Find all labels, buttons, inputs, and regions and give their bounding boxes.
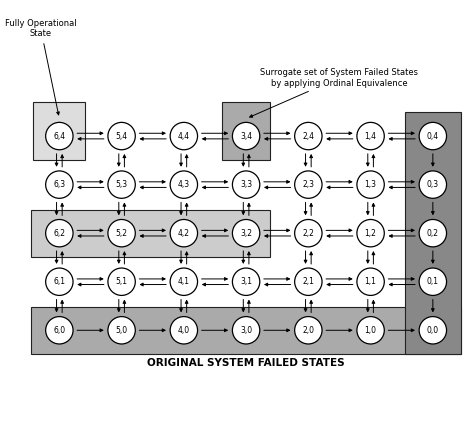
Circle shape [295, 171, 322, 198]
Text: 4,2: 4,2 [178, 229, 190, 238]
Circle shape [46, 268, 73, 296]
Circle shape [46, 171, 73, 198]
Circle shape [170, 268, 198, 296]
Circle shape [232, 317, 260, 344]
Circle shape [46, 317, 73, 344]
Text: 1,1: 1,1 [365, 277, 376, 286]
Circle shape [108, 268, 135, 296]
Circle shape [357, 122, 384, 150]
Text: 1,0: 1,0 [365, 326, 377, 335]
Text: 0,4: 0,4 [427, 132, 439, 141]
Circle shape [357, 317, 384, 344]
Text: 0,2: 0,2 [427, 229, 439, 238]
Text: 2,0: 2,0 [302, 326, 314, 335]
Text: 2,1: 2,1 [302, 277, 314, 286]
Text: 0,3: 0,3 [427, 180, 439, 189]
Text: Fully Operational
State: Fully Operational State [5, 19, 76, 115]
Text: 0,1: 0,1 [427, 277, 439, 286]
Text: 1,2: 1,2 [365, 229, 376, 238]
Bar [222, 103, 270, 160]
Circle shape [108, 122, 135, 150]
Circle shape [46, 122, 73, 150]
Circle shape [232, 220, 260, 247]
Circle shape [108, 171, 135, 198]
Text: 6,2: 6,2 [54, 229, 65, 238]
Text: 3,2: 3,2 [240, 229, 252, 238]
Text: 4,4: 4,4 [178, 132, 190, 141]
Bar [31, 209, 270, 257]
Text: 6,0: 6,0 [53, 326, 65, 335]
Text: 4,0: 4,0 [178, 326, 190, 335]
Circle shape [170, 171, 198, 198]
Text: 3,3: 3,3 [240, 180, 252, 189]
Circle shape [108, 220, 135, 247]
Text: 2,3: 2,3 [302, 180, 314, 189]
Text: 4,1: 4,1 [178, 277, 190, 286]
Circle shape [357, 171, 384, 198]
Text: 6,4: 6,4 [53, 132, 65, 141]
Circle shape [232, 268, 260, 296]
Text: 2,2: 2,2 [302, 229, 314, 238]
Text: 6,1: 6,1 [54, 277, 65, 286]
Text: 5,2: 5,2 [116, 229, 128, 238]
Circle shape [295, 268, 322, 296]
Text: 5,4: 5,4 [116, 132, 128, 141]
Circle shape [357, 220, 384, 247]
Circle shape [170, 122, 198, 150]
Circle shape [419, 220, 447, 247]
Circle shape [295, 317, 322, 344]
Circle shape [170, 317, 198, 344]
Text: 5,3: 5,3 [116, 180, 128, 189]
Circle shape [46, 220, 73, 247]
Text: 3,4: 3,4 [240, 132, 252, 141]
Text: 3,1: 3,1 [240, 277, 252, 286]
Circle shape [419, 317, 447, 344]
Text: 0,0: 0,0 [427, 326, 439, 335]
Circle shape [419, 122, 447, 150]
Text: 5,0: 5,0 [116, 326, 128, 335]
Bar [31, 307, 461, 354]
Circle shape [357, 268, 384, 296]
Text: ORIGINAL SYSTEM FAILED STATES: ORIGINAL SYSTEM FAILED STATES [147, 358, 345, 368]
Text: 3,0: 3,0 [240, 326, 252, 335]
Text: 4,3: 4,3 [178, 180, 190, 189]
Text: 5,1: 5,1 [116, 277, 128, 286]
Bar [33, 103, 85, 160]
Circle shape [170, 220, 198, 247]
Bar [405, 112, 461, 354]
Circle shape [295, 122, 322, 150]
Circle shape [108, 317, 135, 344]
Circle shape [419, 268, 447, 296]
Text: 6,3: 6,3 [53, 180, 65, 189]
Circle shape [232, 171, 260, 198]
Text: 1,4: 1,4 [365, 132, 377, 141]
Text: Surrogate set of System Failed States
by applying Ordinal Equivalence: Surrogate set of System Failed States by… [250, 68, 419, 117]
Text: 2,4: 2,4 [302, 132, 314, 141]
Circle shape [419, 171, 447, 198]
Circle shape [295, 220, 322, 247]
Circle shape [232, 122, 260, 150]
Text: 1,3: 1,3 [365, 180, 377, 189]
